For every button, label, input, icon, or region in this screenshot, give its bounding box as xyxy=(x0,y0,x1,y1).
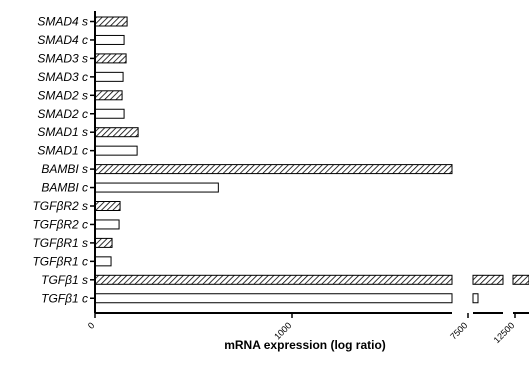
x-tick-label: 0 xyxy=(86,320,97,331)
bar-tgfbeta1-s-part2 xyxy=(472,274,504,285)
x-axis-title: mRNA expression (log ratio) xyxy=(224,338,386,352)
x-tick-label: 12500 xyxy=(492,320,517,345)
bar-smad4-c xyxy=(94,34,125,45)
bar-bambi-c xyxy=(94,182,219,193)
bar-smad2-s xyxy=(94,90,123,101)
category-labels: SMAD4 s SMAD4 c SMAD3 s SMAD3 c SMAD2 s SMAD2… xyxy=(32,15,95,305)
y-tick-label-tgfbetar1-c: TGFβR1 c xyxy=(32,254,88,268)
y-tick-label-smad1-c: SMAD1 c xyxy=(37,144,88,158)
bar-tgfbetar2-s xyxy=(94,201,121,211)
bar-tgfbeta1-s-part3 xyxy=(512,274,529,285)
y-tick-label-smad1-s: SMAD1 s xyxy=(37,125,88,139)
y-tick-label-smad4-c: SMAD4 c xyxy=(37,33,88,47)
bar-smad1-c xyxy=(94,145,138,156)
y-tick-label-smad2-s: SMAD2 s xyxy=(37,88,88,102)
y-tick-label-tgfbetar2-s: TGFβR2 s xyxy=(32,199,88,213)
bar-smad4-s xyxy=(94,16,128,27)
bar-tgfbetar1-s xyxy=(94,237,113,248)
bar-tgfbetar2-c xyxy=(94,219,120,230)
y-tick-label-tgfbeta1-c: TGFβ1 c xyxy=(41,291,88,305)
bar-smad2-c xyxy=(94,108,125,119)
y-tick-label-smad2-c: SMAD2 c xyxy=(37,107,88,121)
bar-smad3-c xyxy=(94,71,124,82)
x-tick-label: 7500 xyxy=(448,320,469,341)
y-tick-label-tgfbeta1-s: TGFβ1 s xyxy=(41,273,88,287)
bar-tgfbeta1-c-part2 xyxy=(472,293,479,304)
bar-group xyxy=(94,16,529,304)
y-tick-label-smad4-s: SMAD4 s xyxy=(37,15,88,29)
y-tick-label-bambi-s: BAMBI s xyxy=(41,162,88,176)
bar-tgfbetar1-c xyxy=(94,256,112,267)
y-tick-label-tgfbetar1-s: TGFβR1 s xyxy=(32,236,88,250)
bar-tgfbeta1-c xyxy=(94,293,453,304)
y-tick-label-bambi-c: BAMBI c xyxy=(41,181,88,195)
y-tick-label-smad3-s: SMAD3 s xyxy=(37,51,88,65)
bar-smad3-s xyxy=(94,53,127,64)
bar-smad1-s xyxy=(94,127,139,138)
bar-tgfbeta1-s xyxy=(94,274,453,285)
y-tick-label-tgfbetar2-c: TGFβR2 c xyxy=(32,217,88,231)
y-tick-label-smad3-c: SMAD3 c xyxy=(37,70,88,84)
bar-bambi-s xyxy=(94,164,453,175)
